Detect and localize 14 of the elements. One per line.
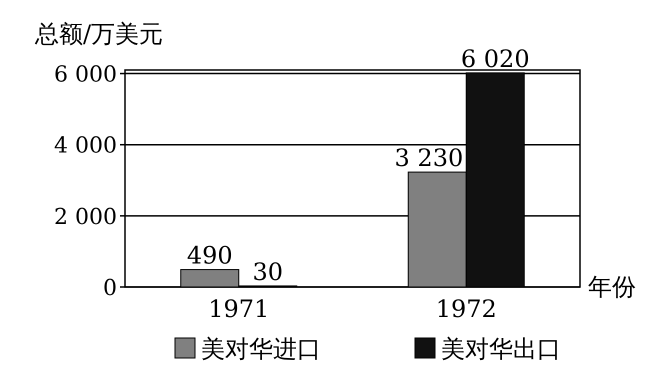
y-tick-label: 4 000 bbox=[54, 134, 117, 159]
data-label: 490 bbox=[186, 242, 233, 270]
x-tick-label: 1972 bbox=[436, 295, 497, 323]
y-axis-title: 总额/万美元 bbox=[34, 20, 164, 48]
y-tick-label: 6 000 bbox=[54, 62, 117, 88]
data-label: 6 020 bbox=[460, 44, 530, 73]
x-tick-label: 1971 bbox=[208, 295, 270, 323]
legend-label: 美对华进口 bbox=[201, 335, 321, 363]
x-axis-title: 年份 bbox=[588, 273, 636, 301]
data-label: 30 bbox=[252, 258, 284, 286]
y-tick-label: 0 bbox=[103, 276, 117, 301]
legend-label: 美对华出口 bbox=[441, 335, 561, 363]
y-tick-label: 2 000 bbox=[54, 204, 117, 230]
data-label: 3 230 bbox=[394, 144, 464, 172]
